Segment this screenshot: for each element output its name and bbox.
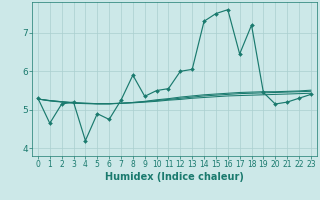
X-axis label: Humidex (Indice chaleur): Humidex (Indice chaleur) [105, 172, 244, 182]
